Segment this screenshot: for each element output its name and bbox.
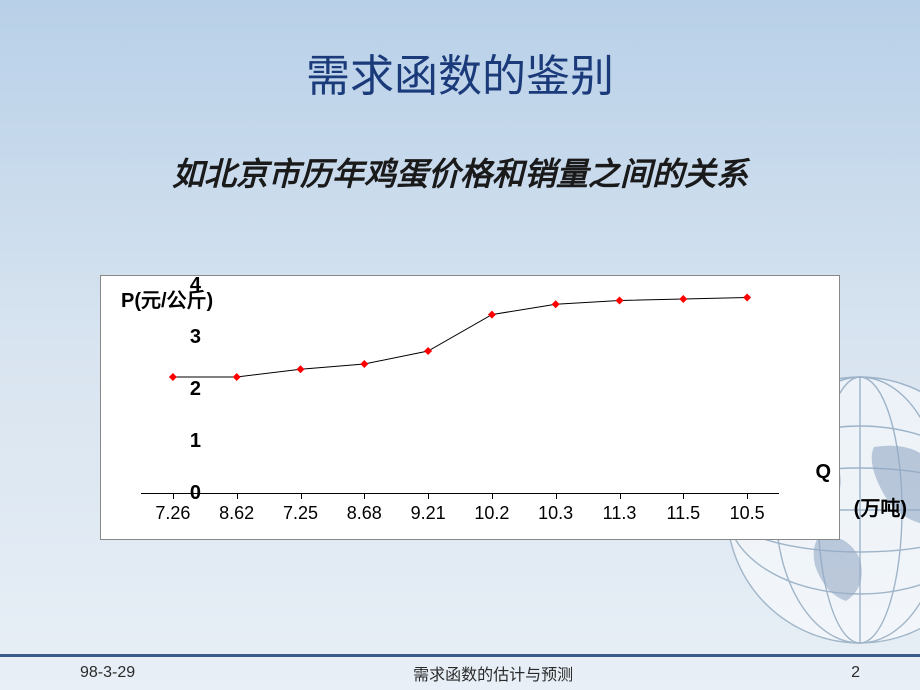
x-tick-label: 7.26: [155, 503, 190, 524]
y-tick-label: 2: [171, 378, 201, 401]
x-axis-unit: (万吨): [854, 492, 907, 521]
x-axis-title: Q: [815, 461, 831, 484]
footer-title: 需求函数的估计与预测: [135, 661, 851, 685]
x-tick-label: 11.3: [603, 503, 637, 524]
chart-plot-area: 012347.268.627.258.689.2110.210.311.311.…: [141, 286, 779, 494]
footer-date: 98-3-29: [80, 664, 135, 682]
x-tick: [620, 494, 621, 499]
x-tick-label: 10.5: [730, 503, 765, 524]
footer-bar: 98-3-29 需求函数的估计与预测 2: [0, 658, 920, 688]
chart-marker: [679, 295, 687, 303]
chart-marker: [488, 311, 496, 319]
page-title: 需求函数的鉴别: [0, 0, 920, 104]
footer: 98-3-29 需求函数的估计与预测 2: [0, 654, 920, 690]
x-tick: [301, 494, 302, 499]
chart-marker: [552, 300, 560, 308]
slide: 需求函数的鉴别 如北京市历年鸡蛋价格和销量之间的关系 P(元/公斤) Q 012…: [0, 0, 920, 690]
x-tick-label: 11.5: [666, 503, 700, 524]
chart-marker: [616, 297, 624, 305]
y-tick-label: 0: [171, 482, 201, 505]
x-tick-label: 8.62: [219, 503, 254, 524]
page-subtitle: 如北京市历年鸡蛋价格和销量之间的关系: [0, 149, 920, 195]
chart-line: [173, 297, 747, 377]
chart-marker: [743, 293, 751, 301]
x-tick-label: 10.2: [474, 503, 509, 524]
footer-page: 2: [851, 664, 860, 682]
chart-marker: [297, 365, 305, 373]
x-tick: [364, 494, 365, 499]
x-tick-label: 9.21: [411, 503, 446, 524]
x-tick-label: 8.68: [347, 503, 382, 524]
x-tick-label: 7.25: [283, 503, 318, 524]
chart-marker: [424, 347, 432, 355]
y-tick-label: 1: [171, 430, 201, 453]
x-tick: [556, 494, 557, 499]
x-tick: [173, 494, 174, 499]
y-tick-label: 4: [171, 274, 201, 297]
y-tick-label: 3: [171, 326, 201, 349]
x-tick-label: 10.3: [538, 503, 573, 524]
x-tick: [428, 494, 429, 499]
chart-marker: [233, 373, 241, 381]
chart-container: P(元/公斤) Q 012347.268.627.258.689.2110.21…: [100, 275, 840, 540]
chart-marker: [360, 360, 368, 368]
chart-svg: [141, 286, 779, 494]
x-tick: [747, 494, 748, 499]
x-tick: [237, 494, 238, 499]
x-tick: [683, 494, 684, 499]
x-tick: [492, 494, 493, 499]
footer-divider: [0, 654, 920, 657]
